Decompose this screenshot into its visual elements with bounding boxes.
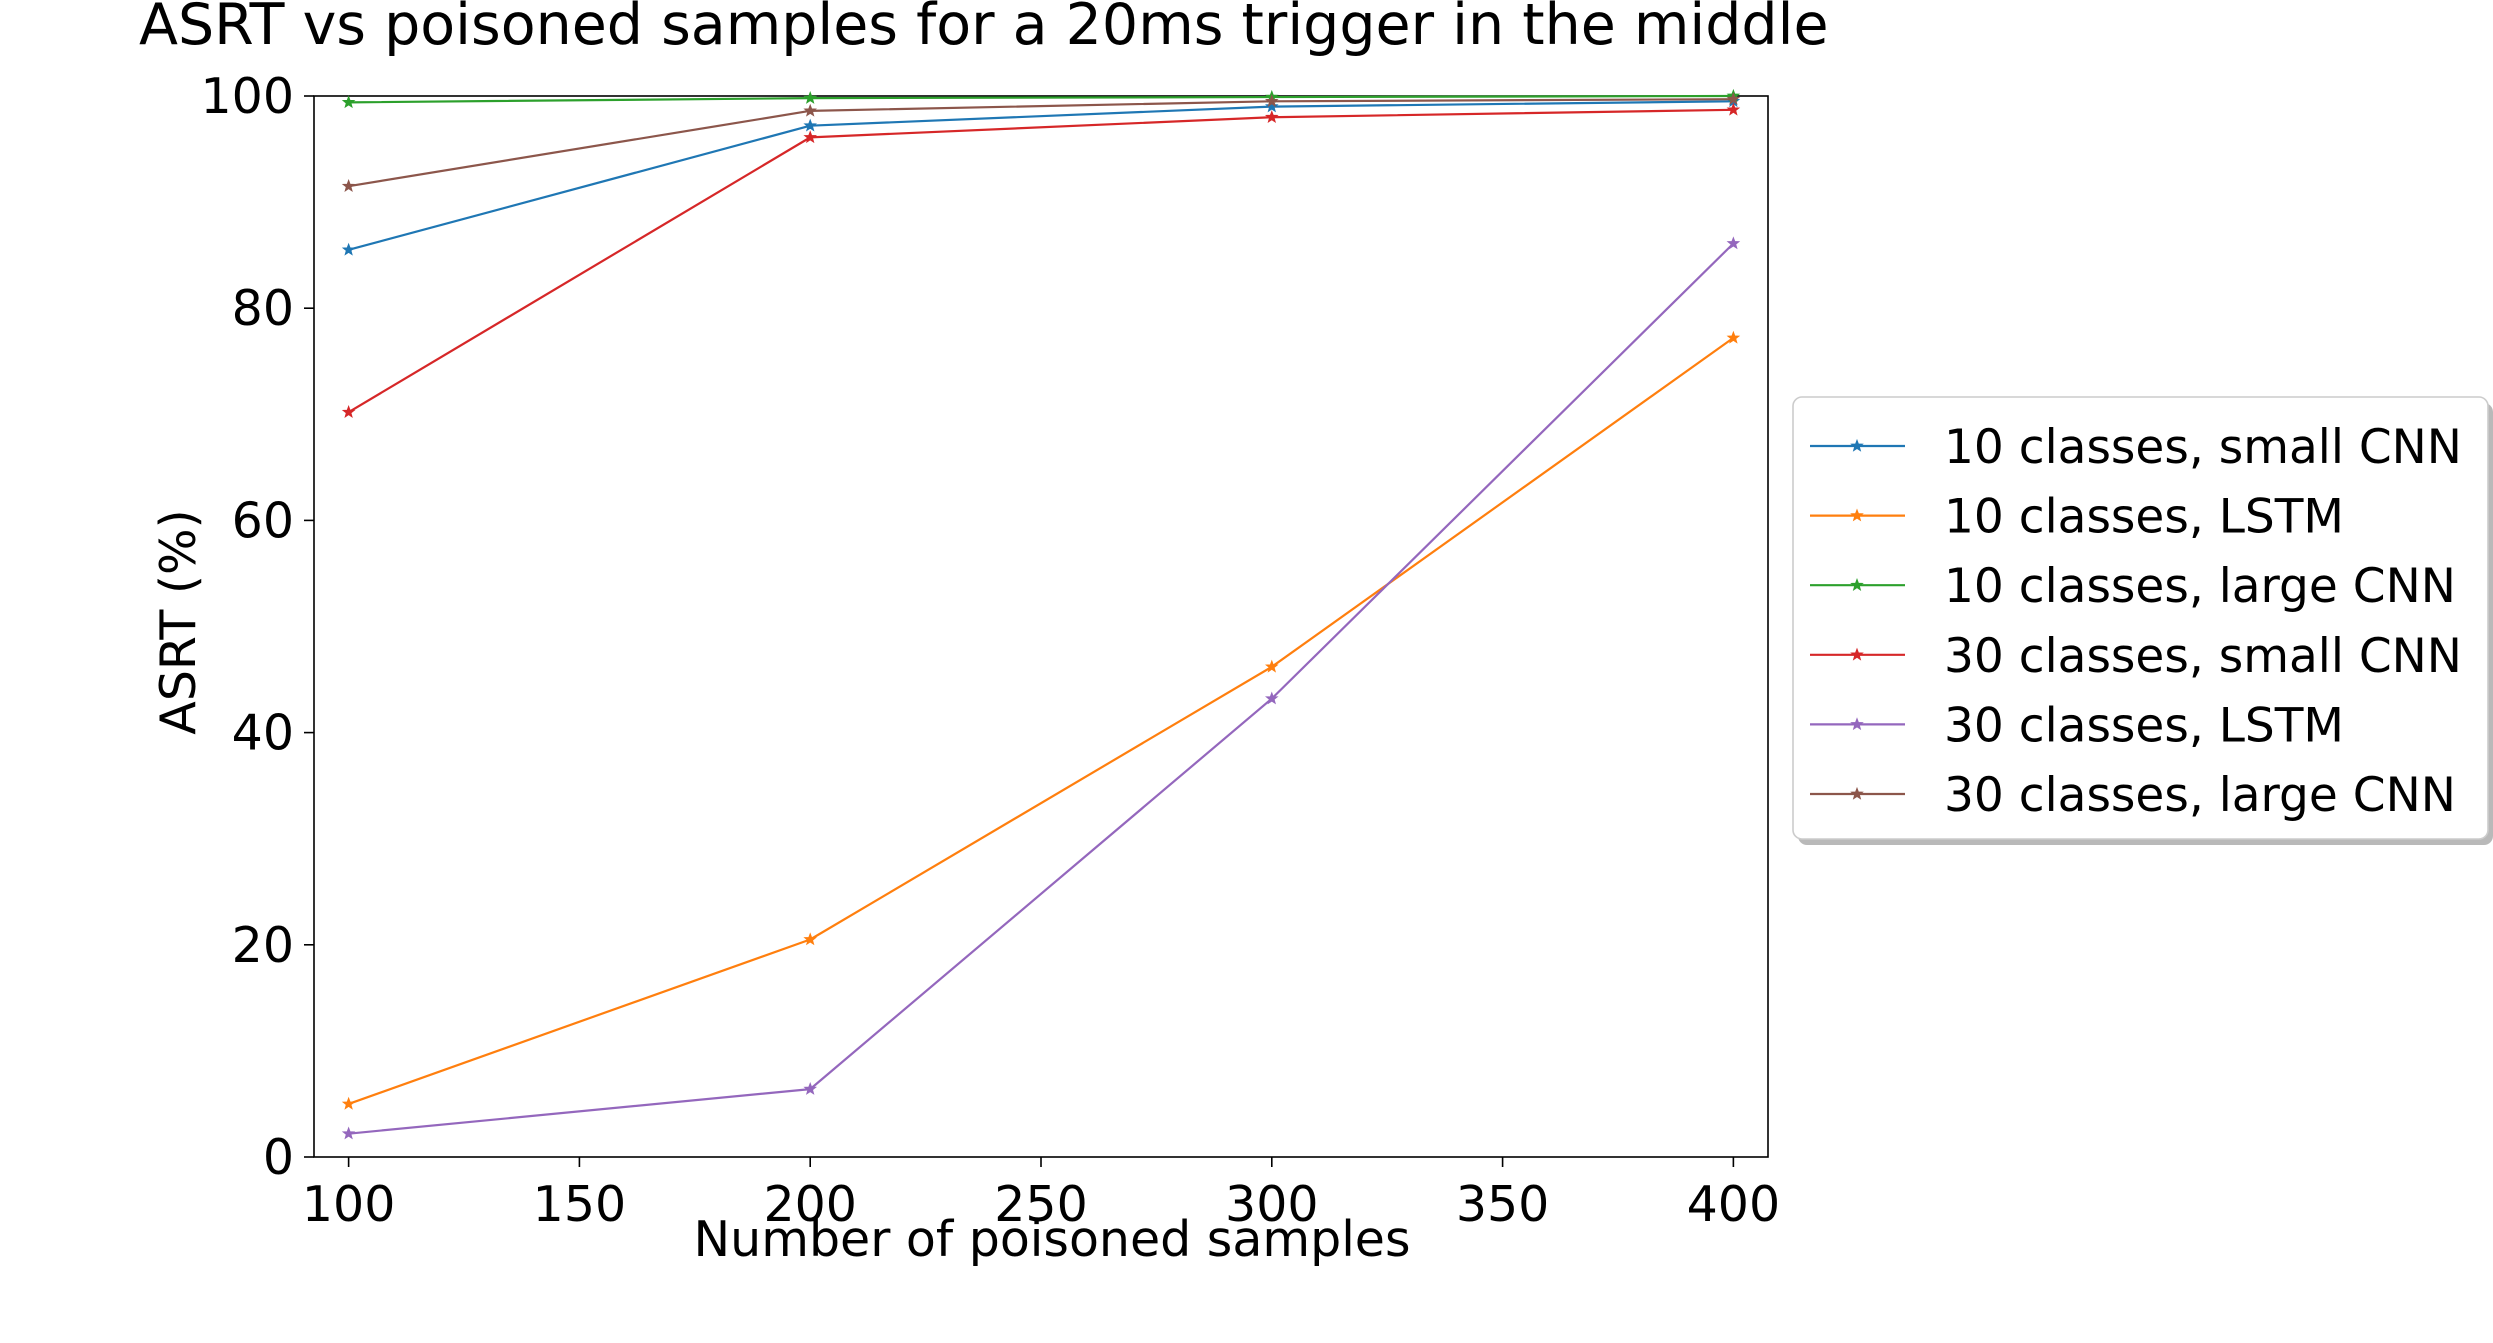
series-line xyxy=(348,108,1734,414)
legend-label: 30 classes, large CNN xyxy=(1944,768,2456,823)
x-tick-label: 400 xyxy=(1687,1176,1781,1233)
y-tick-label: 0 xyxy=(263,1129,294,1186)
y-axis-label: ASRT (%) xyxy=(150,509,207,734)
data-point xyxy=(1265,659,1279,673)
legend-item: 10 classes, large CNN xyxy=(1810,559,2456,614)
data-point xyxy=(1726,330,1741,344)
y-tick-label: 60 xyxy=(232,492,294,549)
data-point xyxy=(803,932,817,946)
y-tick-label: 20 xyxy=(232,917,294,974)
data-point xyxy=(341,95,356,109)
legend-item: 10 classes, small CNN xyxy=(1810,420,2462,475)
series-line xyxy=(348,94,1734,104)
data-point xyxy=(1265,691,1279,705)
data-point xyxy=(803,103,817,117)
x-tick-label: 150 xyxy=(533,1176,627,1233)
x-tick-label: 200 xyxy=(763,1176,857,1233)
legend-label: 30 classes, small CNN xyxy=(1944,629,2462,684)
legend-label: 10 classes, LSTM xyxy=(1944,490,2344,545)
series-line xyxy=(348,242,1735,1135)
legend-marker xyxy=(1850,647,1864,661)
plot-frame xyxy=(313,95,1769,1158)
legend-label: 10 classes, large CNN xyxy=(1944,559,2456,614)
data-point xyxy=(341,1126,356,1140)
y-tick-label: 40 xyxy=(232,705,294,762)
data-point xyxy=(341,405,356,418)
legend-label: 10 classes, small CNN xyxy=(1944,420,2462,475)
x-tick-label: 250 xyxy=(994,1176,1088,1233)
data-point xyxy=(1726,236,1741,250)
data-point xyxy=(341,242,356,256)
data-point xyxy=(341,179,356,192)
data-point xyxy=(1265,99,1279,113)
series-lines xyxy=(341,88,1741,1140)
series-3 xyxy=(341,102,1741,418)
data-point xyxy=(803,1081,817,1095)
data-point xyxy=(1726,92,1741,105)
legend-marker xyxy=(1850,578,1864,591)
x-tick-label: 350 xyxy=(1456,1176,1550,1233)
data-point xyxy=(803,118,817,132)
legend-marker xyxy=(1850,438,1864,452)
series-line xyxy=(348,100,1734,251)
series-4 xyxy=(341,236,1741,1140)
x-tick-label: 300 xyxy=(1225,1176,1319,1233)
legend-marker xyxy=(1850,508,1864,522)
legend-item: 10 classes, LSTM xyxy=(1810,490,2344,545)
axes: 100 150 200 250 300 350 400 0 20 40 60 80 100 xyxy=(200,68,1780,1233)
legend: 10 classes, small CNN 10 classes, LSTM 10 … xyxy=(1792,396,2493,845)
chart-title: ASRT vs poisoned samples for a 20ms trig… xyxy=(139,0,1829,58)
data-point xyxy=(1265,110,1279,123)
legend-marker xyxy=(1850,786,1864,800)
data-point xyxy=(1265,94,1279,108)
y-tick-label: 100 xyxy=(200,68,294,125)
series-line xyxy=(348,337,1735,1105)
legend-label: 30 classes, LSTM xyxy=(1944,698,2344,753)
legend-box xyxy=(1792,396,2489,840)
y-tick-label: 80 xyxy=(232,280,294,337)
data-point xyxy=(341,1096,356,1110)
data-point xyxy=(1726,102,1741,116)
data-point xyxy=(803,90,817,104)
legend-item: 30 classes, large CNN xyxy=(1810,768,2456,823)
series-1 xyxy=(341,330,1741,1110)
x-tick-label: 100 xyxy=(302,1176,396,1233)
x-axis-label: Number of poisoned samples xyxy=(694,1211,1411,1268)
series-5 xyxy=(341,92,1741,192)
data-point xyxy=(803,130,817,144)
legend-item: 30 classes, LSTM xyxy=(1810,698,2344,753)
series-line xyxy=(348,98,1734,188)
legend-marker xyxy=(1850,717,1864,731)
legend-item: 30 classes, small CNN xyxy=(1810,629,2462,684)
series-0 xyxy=(341,94,1741,256)
